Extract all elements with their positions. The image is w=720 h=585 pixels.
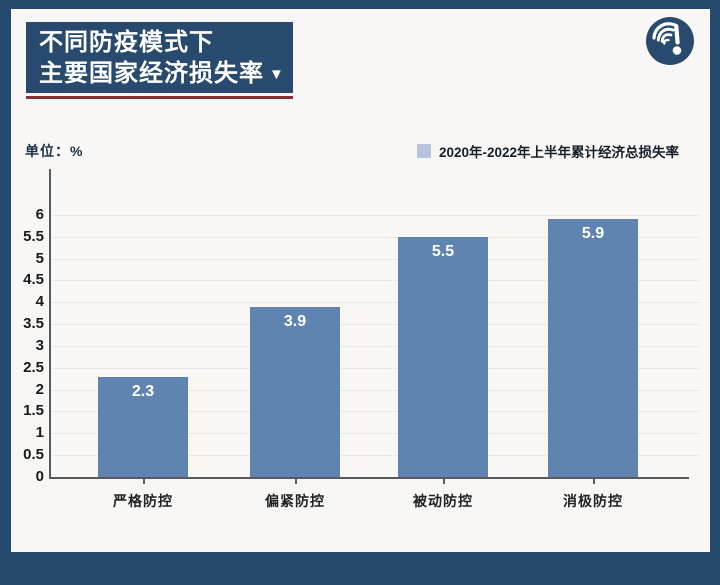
tide-logo-svg <box>646 17 694 65</box>
category-label: 消极防控 <box>563 493 623 509</box>
x-axis-tick <box>143 479 145 484</box>
x-axis-line <box>49 477 689 479</box>
y-tick-label: 0.5 <box>23 446 44 463</box>
x-axis-tick <box>593 479 595 484</box>
title-line-2: 主要国家经济损失率 ▼ <box>39 58 293 90</box>
y-gridline <box>51 390 700 391</box>
legend-swatch <box>417 144 431 158</box>
y-tick-label: 4 <box>35 293 44 310</box>
legend: 2020年-2022年上半年累计经济总损失率 <box>417 141 679 161</box>
y-gridline <box>51 302 700 303</box>
y-tick-label: 1.5 <box>23 402 44 419</box>
title-underline <box>26 96 293 99</box>
title-line-2-text: 主要国家经济损失率 <box>39 60 264 87</box>
y-tick-label: 2 <box>35 381 44 398</box>
category-label: 偏紧防控 <box>265 493 325 509</box>
bar <box>398 237 488 477</box>
y-tick-label: 5.5 <box>23 228 44 245</box>
y-gridline <box>51 280 700 281</box>
y-gridline <box>51 346 700 347</box>
y-gridline <box>51 411 700 412</box>
y-gridline <box>51 455 700 456</box>
y-tick-label: 3 <box>35 337 44 354</box>
y-gridline <box>51 324 700 325</box>
brand-logo-icon <box>645 16 695 66</box>
y-axis-line <box>49 169 51 479</box>
legend-label: 2020年-2022年上半年累计经济总损失率 <box>439 145 680 160</box>
bar-value-label: 5.9 <box>581 225 605 242</box>
title-arrow-icon: ▼ <box>269 66 284 83</box>
bar <box>98 377 188 477</box>
title-line-1: 不同防疫模式下 <box>39 29 214 56</box>
y-tick-label: 5 <box>35 250 44 267</box>
bar-value-label: 5.5 <box>431 243 455 260</box>
y-tick-label: 4.5 <box>23 271 44 288</box>
y-gridline <box>51 259 700 260</box>
y-tick-label: 1 <box>35 424 44 441</box>
bar-value-label: 2.3 <box>131 383 155 400</box>
y-tick-label: 2.5 <box>23 359 44 376</box>
y-gridline <box>51 215 700 216</box>
y-gridline <box>51 237 700 238</box>
y-gridline <box>51 368 700 369</box>
x-axis-tick <box>443 479 445 484</box>
category-label: 被动防控 <box>413 493 473 509</box>
x-axis-tick <box>295 479 297 484</box>
y-gridline <box>51 433 700 434</box>
category-label: 严格防控 <box>113 493 173 509</box>
axis-unit-label: 单位：% <box>25 143 84 159</box>
y-tick-label: 0 <box>35 468 44 485</box>
title-box: 不同防疫模式下 主要国家经济损失率 ▼ <box>26 22 293 93</box>
y-tick-label: 3.5 <box>23 315 44 332</box>
bar <box>250 307 340 477</box>
bar-value-label: 3.9 <box>283 313 307 330</box>
y-tick-label: 6 <box>35 206 44 223</box>
bar <box>548 219 638 477</box>
